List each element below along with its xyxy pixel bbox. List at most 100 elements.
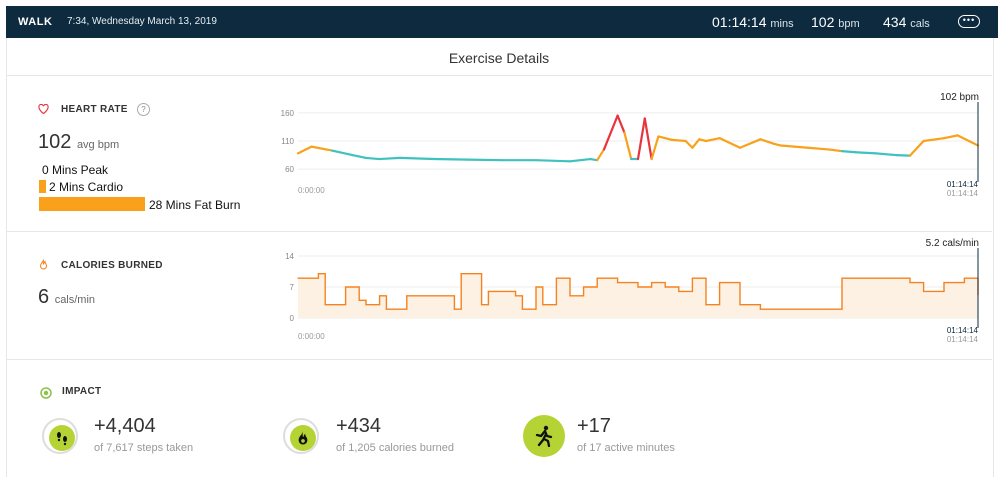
data-point: [365, 304, 367, 306]
hr-segment: [779, 144, 796, 148]
ellipsis-icon[interactable]: •••: [958, 15, 980, 28]
steps-impact-sub: of 7,617 steps taken: [94, 442, 194, 454]
impact-label: IMPACT: [62, 386, 102, 397]
cals-per-min-value: 6 cals/min: [38, 286, 96, 308]
data-point: [535, 286, 537, 288]
hr-segment: [704, 137, 721, 143]
hr-segment: [793, 145, 810, 149]
data-point: [875, 277, 877, 279]
data-point: [691, 277, 693, 279]
zone-fatburn-bar: [39, 197, 145, 211]
hr-segment: [296, 145, 313, 155]
x-end-label: 01:14:14: [947, 180, 979, 189]
steps-impact-value: +4,404: [94, 415, 156, 437]
data-point: [583, 286, 585, 288]
data-point: [807, 308, 809, 310]
calories-impact-value: +434: [336, 415, 382, 437]
data-point: [358, 299, 360, 301]
help-icon[interactable]: ?: [137, 103, 150, 116]
hr-segment: [922, 137, 946, 143]
activity-datetime: 7:34, Wednesday March 13, 2019: [67, 16, 217, 27]
data-point: [406, 295, 408, 297]
hr-segment: [596, 148, 606, 162]
footsteps-icon: [42, 418, 78, 454]
data-point: [943, 281, 945, 284]
data-point: [895, 277, 898, 279]
y-tick-label: 7: [290, 283, 295, 292]
data-point: [379, 295, 381, 297]
data-point: [596, 277, 598, 279]
x-start-label: 0:00:00: [298, 332, 325, 341]
heart-rate-label: HEART RATE: [61, 104, 128, 115]
hr-segment: [874, 152, 898, 157]
exercise-details-card: [6, 38, 994, 477]
data-point: [317, 273, 319, 275]
data-point: [909, 281, 911, 284]
x-end-label: 01:14:14: [947, 326, 979, 335]
y-tick-label: 160: [281, 109, 295, 118]
flame-icon: [39, 259, 48, 270]
hr-segment: [602, 114, 619, 151]
data-point: [297, 277, 299, 279]
data-point: [827, 308, 830, 310]
data-point: [678, 290, 680, 293]
hr-segment: [432, 157, 470, 161]
data-point: [739, 304, 741, 306]
current-value-label: 5.2 cals/min: [926, 238, 979, 249]
hr-segment: [589, 157, 599, 162]
zone-cardio-bar: [39, 180, 46, 193]
active-minutes-impact-value: +17: [577, 415, 611, 437]
hr-segment: [684, 139, 694, 149]
hr-segment: [759, 138, 776, 145]
data-point: [719, 281, 721, 284]
hr-segment: [738, 138, 762, 149]
zone-cardio: 2 Mins Cardio: [49, 180, 124, 194]
x-end-secondary-label: 01:14:14: [947, 189, 979, 198]
divider: [6, 231, 992, 232]
calories-burned-label: CALORIES BURNED: [61, 260, 163, 271]
data-point: [923, 290, 925, 293]
hr-segment: [827, 148, 844, 153]
hr-segment: [854, 151, 878, 155]
x-end-secondary-label: 01:14:14: [947, 335, 979, 344]
calories-impact-sub: of 1,205 calories burned: [336, 442, 455, 454]
data-point: [515, 295, 517, 297]
data-point: [460, 273, 462, 275]
data-point: [324, 304, 326, 306]
hr-segment: [895, 153, 912, 157]
hr-segment: [908, 139, 925, 157]
data-point: [453, 308, 455, 310]
hr-segment: [670, 138, 687, 143]
hr-segment: [698, 138, 708, 143]
data-point: [759, 308, 761, 310]
data-point: [542, 304, 544, 306]
hr-segment: [534, 159, 572, 163]
hr-segment: [691, 138, 701, 149]
data-point: [487, 290, 489, 293]
hr-segment: [398, 156, 436, 161]
hr-segment: [840, 150, 857, 154]
activity-header-bar: WALK 7:34, Wednesday March 13, 2019 01:1…: [6, 6, 998, 38]
data-point: [963, 277, 966, 279]
y-tick-label: 14: [285, 252, 294, 261]
y-tick-label: 60: [285, 165, 294, 174]
hr-segment: [772, 142, 782, 147]
hr-segment: [623, 131, 633, 161]
flame-icon: [283, 418, 319, 454]
data-point: [637, 286, 639, 288]
page-title: Exercise Details: [448, 50, 550, 66]
data-point: [773, 308, 775, 310]
divider: [6, 75, 992, 76]
hr-segment: [806, 146, 830, 151]
hr-segment: [657, 135, 674, 141]
avg-bpm-value: 102 avg bpm: [38, 131, 120, 153]
cals-value: 434 cals: [883, 14, 930, 30]
hr-segment: [643, 117, 653, 161]
current-value-label: 102 bpm: [940, 92, 979, 103]
hr-segment: [718, 137, 742, 149]
data-point: [617, 281, 619, 284]
hr-segment: [568, 157, 592, 163]
duration-value: 01:14:14 mins: [712, 14, 794, 30]
activity-type: WALK: [18, 16, 53, 28]
zone-peak: 0 Mins Peak: [42, 163, 109, 177]
